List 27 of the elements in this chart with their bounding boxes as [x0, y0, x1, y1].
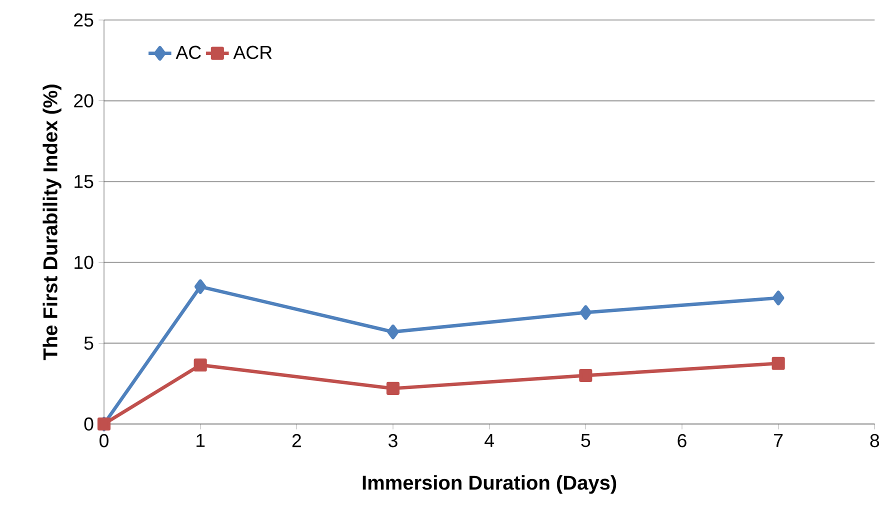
- x-tick-label: 1: [196, 434, 205, 447]
- point: [579, 368, 592, 382]
- legend-label: AC: [176, 46, 201, 60]
- y-tick-label: 5: [84, 336, 94, 350]
- y-tick-label: 0: [84, 417, 94, 431]
- x-tick-label: 4: [484, 434, 494, 447]
- point: [194, 279, 206, 294]
- x-tick-label: 6: [678, 434, 686, 448]
- y-tick-label: 15: [74, 175, 94, 188]
- x-tick-label: 0: [100, 434, 108, 448]
- x-tick-label: 5: [581, 434, 590, 448]
- y-tick-label: 25: [74, 13, 94, 27]
- y-tick-label: 20: [74, 94, 94, 108]
- point: [580, 305, 592, 320]
- x-tick-label: 7: [774, 434, 783, 447]
- point: [194, 358, 207, 372]
- point: [386, 382, 400, 395]
- x-tick-label: 8: [870, 434, 880, 448]
- legend-label: ACR: [233, 46, 272, 60]
- x-tick-label: 2: [292, 434, 301, 448]
- y-axis-title: The First Durability Index (%): [42, 84, 62, 360]
- y-tick-label: 10: [74, 256, 94, 270]
- x-axis-title: Immersion Duration (Days): [362, 475, 616, 494]
- point: [772, 356, 785, 370]
- x-tick-label: 3: [388, 434, 398, 448]
- point: [387, 324, 399, 340]
- point: [772, 290, 784, 306]
